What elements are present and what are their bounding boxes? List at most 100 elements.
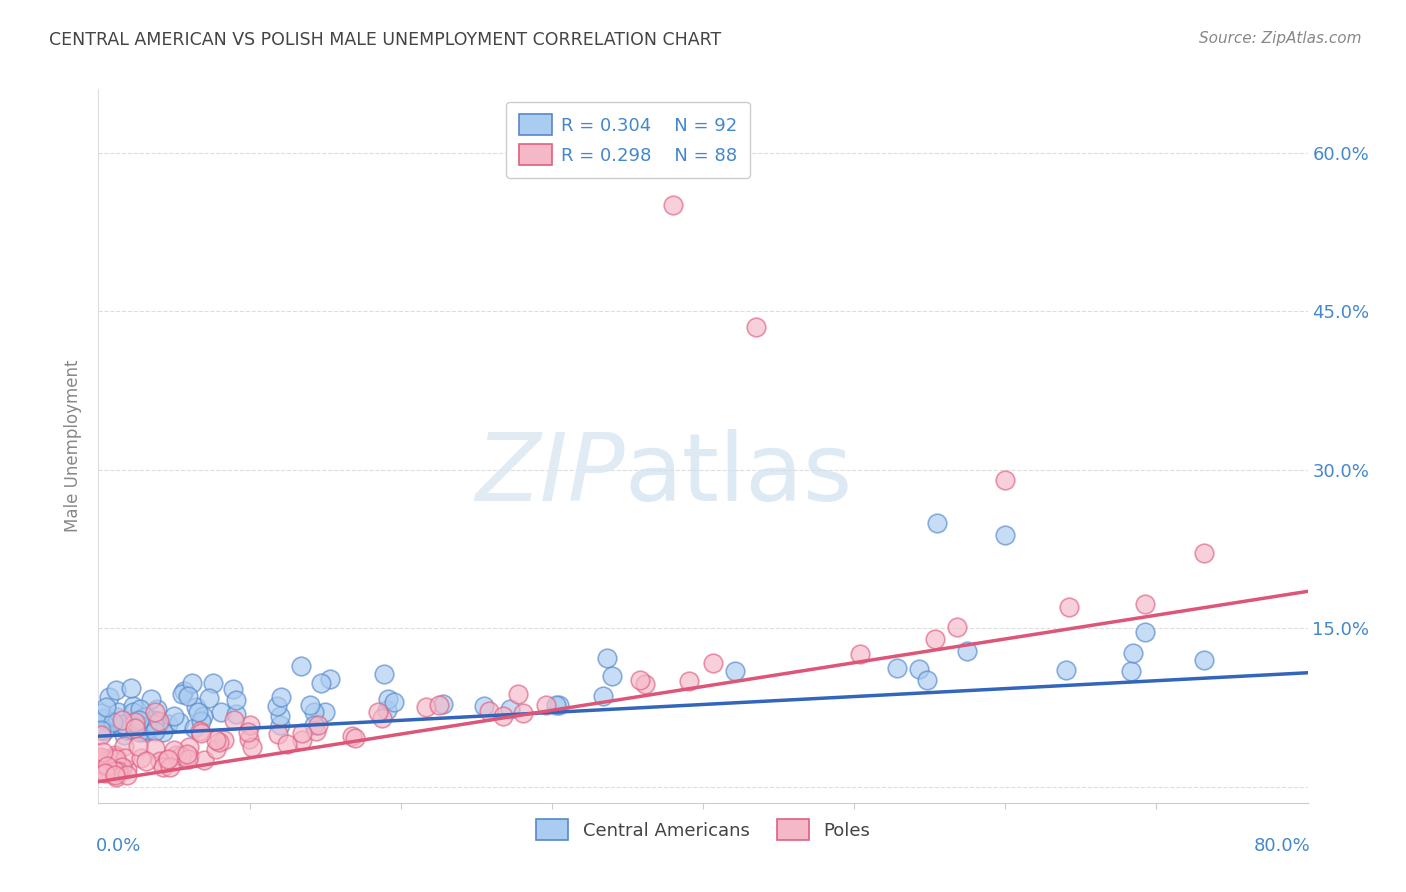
Point bbox=[170, 748, 193, 763]
Point bbox=[114, 751, 136, 765]
Point bbox=[915, 673, 938, 688]
Point bbox=[93, 711, 115, 725]
Point bbox=[90, 706, 112, 720]
Point bbox=[225, 706, 247, 721]
Point bbox=[91, 765, 114, 780]
Point bbox=[534, 698, 557, 712]
Text: 80.0%: 80.0% bbox=[1254, 837, 1310, 855]
Point bbox=[134, 710, 156, 724]
Point bbox=[96, 759, 118, 773]
Point bbox=[103, 715, 125, 730]
Point bbox=[187, 705, 209, 719]
Legend: Central Americans, Poles: Central Americans, Poles bbox=[529, 812, 877, 847]
Point bbox=[927, 516, 949, 530]
Point bbox=[924, 632, 946, 647]
Point bbox=[128, 714, 150, 728]
Point bbox=[207, 734, 229, 748]
Point bbox=[956, 644, 979, 658]
Text: ZIP: ZIP bbox=[475, 429, 624, 520]
Point bbox=[104, 768, 127, 782]
Point bbox=[128, 701, 150, 715]
Text: atlas: atlas bbox=[624, 428, 852, 521]
Point bbox=[382, 695, 405, 709]
Point bbox=[90, 750, 112, 764]
Point bbox=[547, 698, 569, 712]
Point bbox=[661, 198, 683, 212]
Point bbox=[139, 721, 162, 735]
Point bbox=[93, 723, 115, 738]
Point bbox=[1057, 600, 1080, 615]
Point bbox=[633, 677, 655, 691]
Point bbox=[193, 708, 215, 723]
Point bbox=[104, 764, 127, 778]
Point bbox=[107, 764, 129, 778]
Point bbox=[177, 689, 200, 703]
Point bbox=[94, 700, 117, 714]
Point bbox=[211, 705, 233, 719]
Point bbox=[163, 709, 186, 723]
Point bbox=[371, 711, 394, 725]
Point bbox=[128, 725, 150, 739]
Point bbox=[112, 727, 135, 741]
Point bbox=[120, 681, 142, 696]
Point bbox=[121, 699, 143, 714]
Point bbox=[994, 474, 1017, 488]
Point bbox=[314, 705, 336, 719]
Point bbox=[122, 720, 145, 734]
Point bbox=[143, 716, 166, 731]
Point bbox=[492, 709, 515, 723]
Point bbox=[93, 713, 115, 727]
Point bbox=[600, 669, 623, 683]
Point bbox=[105, 710, 128, 724]
Point bbox=[319, 672, 342, 686]
Point bbox=[544, 698, 567, 712]
Point bbox=[415, 700, 437, 714]
Point bbox=[238, 732, 260, 747]
Point bbox=[499, 702, 522, 716]
Point bbox=[169, 714, 191, 729]
Point bbox=[148, 714, 170, 728]
Point bbox=[156, 716, 179, 731]
Y-axis label: Male Unemployment: Male Unemployment bbox=[65, 359, 83, 533]
Point bbox=[269, 717, 291, 731]
Point bbox=[176, 747, 198, 761]
Point bbox=[309, 676, 332, 690]
Point bbox=[849, 647, 872, 661]
Point bbox=[1192, 546, 1215, 560]
Point bbox=[103, 767, 125, 781]
Point bbox=[198, 690, 221, 705]
Point bbox=[225, 693, 247, 707]
Point bbox=[291, 726, 314, 740]
Point bbox=[173, 684, 195, 698]
Point bbox=[132, 709, 155, 723]
Point bbox=[146, 702, 169, 716]
Point bbox=[136, 719, 159, 733]
Point bbox=[111, 713, 134, 727]
Point bbox=[117, 768, 139, 782]
Point bbox=[93, 766, 115, 780]
Point bbox=[90, 728, 112, 742]
Point bbox=[745, 320, 768, 334]
Point bbox=[104, 752, 127, 766]
Point bbox=[299, 698, 322, 712]
Point bbox=[201, 676, 224, 690]
Point bbox=[592, 689, 614, 703]
Point bbox=[104, 682, 127, 697]
Point bbox=[127, 739, 149, 753]
Point bbox=[163, 742, 186, 756]
Point bbox=[90, 764, 112, 779]
Point bbox=[112, 739, 135, 754]
Point bbox=[266, 699, 288, 714]
Point bbox=[131, 709, 153, 723]
Point bbox=[307, 718, 329, 732]
Point bbox=[156, 753, 179, 767]
Point bbox=[190, 726, 212, 740]
Point bbox=[111, 720, 134, 734]
Point bbox=[212, 733, 235, 747]
Point bbox=[135, 754, 157, 768]
Point bbox=[108, 759, 131, 773]
Point bbox=[139, 692, 162, 706]
Point bbox=[340, 729, 363, 743]
Text: Source: ZipAtlas.com: Source: ZipAtlas.com bbox=[1198, 31, 1361, 46]
Text: CENTRAL AMERICAN VS POLISH MALE UNEMPLOYMENT CORRELATION CHART: CENTRAL AMERICAN VS POLISH MALE UNEMPLOY… bbox=[49, 31, 721, 49]
